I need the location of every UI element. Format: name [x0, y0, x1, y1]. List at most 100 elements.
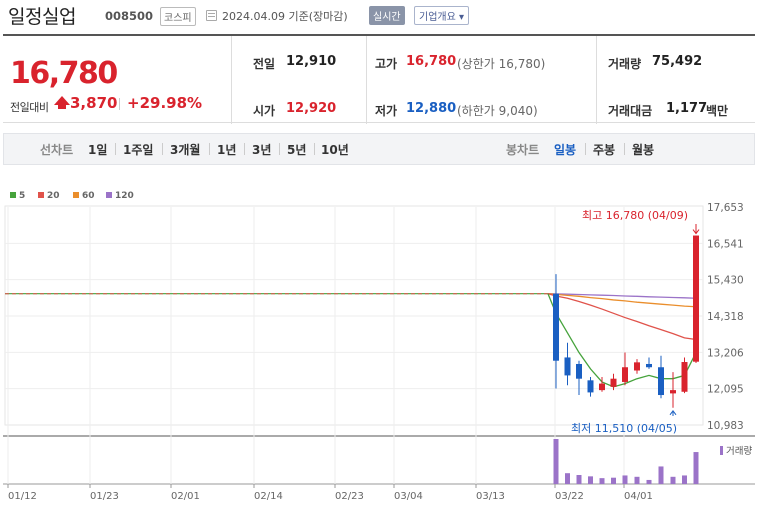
tab-1y[interactable]: 1년 — [217, 143, 237, 157]
y-tick-label: 17,653 — [707, 202, 744, 214]
high-annotation: 최고 16,780 (04/09) — [582, 209, 688, 222]
candle-body — [599, 383, 605, 391]
low-value: 12,880 — [406, 101, 457, 116]
legend-swatch — [106, 192, 112, 198]
legend-item: 60 — [73, 191, 95, 201]
tab-weekly[interactable]: 주봉 — [593, 143, 616, 157]
y-tick-label: 12,095 — [707, 384, 744, 396]
volume-bar — [670, 476, 676, 484]
market-badge: 코스피 — [160, 7, 196, 26]
volume-bar — [576, 475, 582, 484]
y-tick-label: 13,206 — [707, 347, 744, 359]
volume-bar — [611, 477, 616, 484]
tab-10y[interactable]: 10년 — [321, 143, 349, 157]
candle-body — [587, 380, 594, 393]
stock-header: 일정실업 008500 코스피 2024.04.09 기준(장마감) 실시간 기… — [0, 0, 758, 32]
x-tick-label: 01/12 — [8, 491, 37, 502]
x-tick-label: 02/14 — [254, 491, 283, 502]
company-info-dropdown[interactable]: 기업개요 ▾ — [414, 6, 469, 25]
quote-panel: 16,780 전일대비 3,870 +29.98% 전일 12,910 시가 1… — [3, 34, 755, 124]
legend-item: 120 — [106, 191, 134, 201]
tab-monthly[interactable]: 월봉 — [632, 143, 655, 157]
x-tick-label: 01/23 — [90, 491, 119, 502]
legend-label: 120 — [115, 191, 134, 201]
ma120-line — [547, 293, 697, 299]
volume-bar — [646, 479, 652, 484]
volume-legend-label: 거래량 — [726, 445, 752, 457]
tab-3y[interactable]: 3년 — [252, 143, 272, 157]
candle-body — [658, 367, 664, 396]
volume-bar — [658, 466, 664, 484]
volume-legend-swatch — [720, 446, 723, 455]
low-arrow-head — [669, 409, 677, 416]
volume-bar — [553, 439, 559, 484]
candle-body — [670, 390, 676, 394]
divider — [314, 143, 315, 155]
divider — [596, 36, 597, 124]
open-label: 시가 — [253, 104, 276, 118]
high-label: 고가 — [375, 57, 398, 71]
x-tick-label: 03/22 — [555, 491, 584, 502]
prev-close-value: 12,910 — [286, 54, 337, 69]
trade-value-label: 거래대금 — [608, 104, 653, 118]
y-tick-label: 16,541 — [707, 238, 744, 250]
candle-body — [693, 235, 699, 362]
candle-body — [681, 362, 688, 392]
x-tick-label: 03/04 — [394, 491, 423, 502]
stock-name: 일정실업 — [8, 6, 76, 28]
divider — [366, 36, 367, 124]
up-arrow-icon-stem — [58, 104, 66, 109]
current-price: 16,780 — [10, 56, 118, 91]
legend-label: 20 — [47, 191, 60, 201]
change-label: 전일대비 — [10, 101, 49, 114]
ma20-line — [547, 293, 697, 341]
legend-item: 5 — [10, 191, 25, 201]
divider — [209, 143, 210, 155]
tab-1d[interactable]: 1일 — [88, 143, 108, 157]
tab-3m[interactable]: 3개월 — [170, 143, 201, 157]
volume-bar — [588, 476, 593, 484]
volume-bar — [682, 475, 687, 484]
x-tick-label: 04/01 — [624, 491, 653, 502]
realtime-button[interactable]: 실시간 — [369, 6, 405, 25]
legend-label: 60 — [82, 191, 95, 201]
stock-code: 008500 — [105, 9, 154, 23]
candle-body — [634, 362, 640, 371]
legend-swatch — [10, 192, 16, 198]
divider — [624, 143, 625, 155]
candle-body — [622, 367, 628, 382]
volume-bar — [565, 473, 570, 484]
y-tick-label: 10,983 — [707, 420, 744, 432]
tab-1w[interactable]: 1주일 — [123, 143, 154, 157]
lower-limit: (하한가 9,040) — [457, 104, 538, 118]
volume-label: 거래량 — [608, 57, 642, 71]
divider — [119, 98, 120, 110]
y-tick-label: 14,318 — [707, 311, 744, 323]
ma5-line — [547, 293, 697, 388]
low-label: 저가 — [375, 104, 398, 118]
chart-tabs: 선차트 1일 1주일 3개월 1년 3년 5년 10년 봉차트 일봉 주봉 월봉 — [3, 133, 755, 165]
y-tick-label: 15,430 — [707, 275, 744, 287]
tab-5y[interactable]: 5년 — [287, 143, 307, 157]
tab-daily[interactable]: 일봉 — [554, 143, 577, 157]
volume-bar — [693, 452, 699, 484]
trade-value-unit: 백만 — [706, 104, 729, 118]
candle-body — [564, 357, 571, 376]
ma60-line — [547, 293, 697, 308]
legend-swatch — [73, 192, 79, 198]
divider — [162, 143, 163, 155]
divider — [115, 143, 116, 155]
divider — [244, 143, 245, 155]
candle-body — [646, 363, 652, 368]
volume-bar — [622, 475, 628, 484]
trade-value: 1,177 — [666, 101, 708, 116]
volume-value: 75,492 — [652, 54, 703, 69]
low-annotation: 최저 11,510 (04/05) — [571, 422, 677, 435]
divider — [585, 143, 586, 155]
date-value: 2024.04.09 — [222, 10, 285, 23]
line-chart-label: 선차트 — [40, 143, 74, 157]
candle-body — [576, 363, 582, 379]
x-tick-label: 02/01 — [171, 491, 200, 502]
prev-close-label: 전일 — [253, 57, 276, 71]
